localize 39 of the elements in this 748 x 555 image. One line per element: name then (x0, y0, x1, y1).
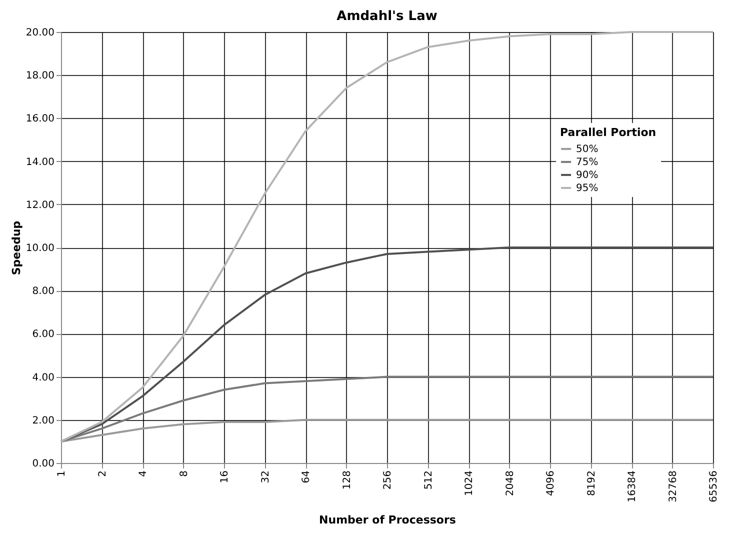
chart-title: Amdahl's Law (336, 9, 438, 24)
x-tick-label: 256 (382, 470, 394, 490)
y-tick-label: 8.00 (32, 286, 54, 298)
legend-label: 50% (576, 144, 598, 155)
x-tick-label: 65536 (708, 470, 720, 502)
x-tick-label: 2048 (504, 470, 516, 496)
y-tick-label: 4.00 (32, 372, 54, 384)
line-series (60, 246, 714, 442)
x-tick-label: 128 (342, 470, 353, 490)
line-series (60, 376, 714, 442)
legend-label: 90% (576, 170, 598, 181)
x-tick-label: 4 (138, 470, 149, 477)
y-tick-label: 18.00 (26, 70, 54, 82)
x-tick-label: 8 (178, 470, 190, 477)
y-tick-label: 12.00 (26, 200, 54, 211)
y-tick-label: 10.00 (26, 243, 54, 254)
x-tick-label: 4096 (546, 470, 556, 496)
x-tick-label: 16 (220, 470, 230, 484)
x-tick-label: 16384 (627, 470, 638, 502)
x-tick-label: 1024 (464, 470, 475, 496)
legend-title: Parallel Portion (560, 126, 656, 139)
line-series (60, 418, 714, 442)
x-tick-label: 32768 (668, 470, 679, 502)
y-tick-label: 20.00 (26, 28, 54, 38)
x-tick-label: 64 (301, 470, 312, 484)
x-axis-title: Number of Processors (319, 513, 456, 526)
y-tick-label: 14.00 (26, 156, 54, 168)
y-tick-label: 16.00 (26, 114, 54, 125)
legend-label: 95% (576, 182, 598, 194)
x-tick-label: 1 (56, 470, 68, 477)
x-tick-label: 32 (260, 470, 272, 484)
y-axis-title: Speedup (10, 220, 23, 276)
x-tick-label: 8192 (586, 470, 598, 496)
x-tick-label: 512 (423, 470, 434, 490)
y-tick-label: 2.00 (32, 415, 54, 426)
legend-label: 75% (576, 156, 598, 168)
y-tick-label: 0.00 (32, 458, 54, 470)
y-tick-label: 6.00 (32, 329, 54, 340)
x-tick-label: 2 (97, 470, 108, 477)
